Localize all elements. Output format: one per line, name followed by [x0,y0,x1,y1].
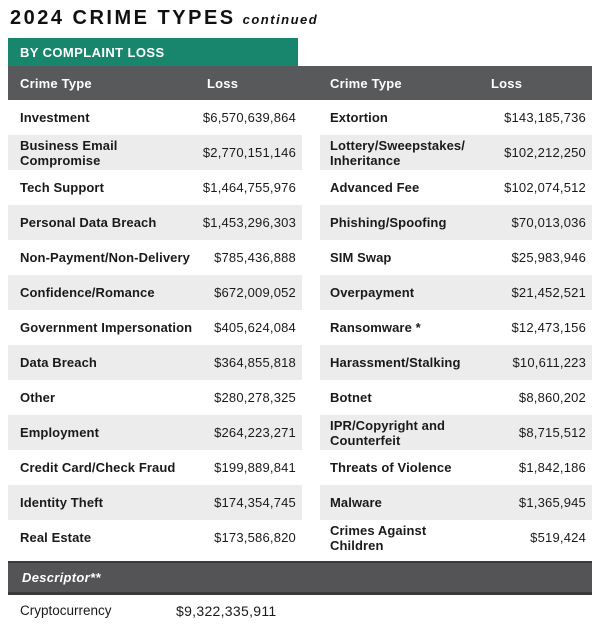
crime-type-cell: Ransomware * [330,320,421,335]
crime-type-cell: Botnet [330,390,372,405]
loss-cell: $1,464,755,976 [202,180,296,195]
loss-cell: $1,453,296,303 [202,215,296,230]
crime-type-cell: Confidence/Romance [20,285,155,300]
crime-type-cell: Cryptocurrency [20,603,112,618]
table-row: Harassment/Stalking $10,611,223 [320,345,592,380]
crime-type-cell: Identity Theft [20,495,104,510]
loss-cell: $21,452,521 [511,285,586,300]
crime-type-cell: Business Email Compromise [20,137,118,168]
table-row: Botnet $8,860,202 [320,380,592,415]
table-row: Identity Theft $174,354,745 [8,485,302,520]
page-title-main: 2024 CRIME TYPES [10,7,236,29]
crime-type-cell: IPR/Copyright and Counterfeit [330,417,446,448]
crime-type-cell: Phishing/Spoofing [330,215,447,230]
table-row: Tech Support $1,464,755,976 [8,170,302,205]
crime-type-cell: Data Breach [20,355,97,370]
page-title-continued: continued [242,12,319,27]
crime-type-cell: Non-Payment/Non-Delivery [20,250,190,265]
loss-cell: $2,770,151,146 [202,145,296,160]
crime-type-cell: Overpayment [330,285,415,300]
header-crime-type-right: Crime Type [330,75,402,91]
descriptor-label: Descriptor** [22,570,101,585]
loss-cell: $174,354,745 [214,495,296,510]
crime-type-cell: Credit Card/Check Fraud [20,460,176,475]
crime-type-cell: Lottery/Sweepstakes/ Inheritance [330,137,465,168]
loss-cell: $6,570,639,864 [202,110,296,125]
descriptor-row-cryptocurrency: Cryptocurrency $9,322,335,911 [8,595,592,626]
crime-type-cell: Other [20,390,56,405]
table-header-row: Crime Type Loss Crime Type Loss [8,66,592,100]
crime-type-cell: Employment [20,425,100,440]
table-row: Employment $264,223,271 [8,415,302,450]
table-row: Lottery/Sweepstakes/ Inheritance $102,212… [320,135,592,170]
crime-type-cell: Real Estate [20,530,92,545]
loss-cell: $364,855,818 [214,355,296,370]
table-row: Other $280,278,325 [8,380,302,415]
loss-cell: $70,013,036 [511,215,586,230]
page-title: 2024 CRIME TYPES continued [0,0,600,38]
crime-type-cell: Tech Support [20,180,105,195]
table-row: Non-Payment/Non-Delivery $785,436,888 [8,240,302,275]
crime-type-cell: Personal Data Breach [20,215,157,230]
crime-type-cell: Crimes Against Children [330,522,427,553]
loss-cell: $1,365,945 [518,495,586,510]
loss-cell: $8,715,512 [518,425,586,440]
right-table: Extortion $143,185,736 Lottery/Sweepstake… [320,100,592,555]
loss-cell: $8,860,202 [518,390,586,405]
left-table: Investment $6,570,639,864 Business Email … [8,100,302,555]
crime-type-cell: Extortion [330,110,388,125]
header-loss-left: Loss [207,75,239,91]
section-banner-label: BY COMPLAINT LOSS [20,44,165,60]
table-row: Threats of Violence $1,842,186 [320,450,592,485]
table-row: Crimes Against Children $519,424 [320,520,592,555]
table-row: Malware $1,365,945 [320,485,592,520]
table-row: Personal Data Breach $1,453,296,303 [8,205,302,240]
loss-cell: $264,223,271 [214,425,296,440]
table-row: Business Email Compromise $2,770,151,146 [8,135,302,170]
table-row: Real Estate $173,586,820 [8,520,302,555]
table-row: Confidence/Romance $672,009,052 [8,275,302,310]
table-row: Investment $6,570,639,864 [8,100,302,135]
descriptor-banner: Descriptor** [8,561,592,595]
loss-cell: $143,185,736 [504,110,586,125]
loss-cell: $280,278,325 [214,390,296,405]
crime-type-cell: Threats of Violence [330,460,452,475]
crime-type-cell: Investment [20,110,90,125]
table-row: IPR/Copyright and Counterfeit $8,715,512 [320,415,592,450]
loss-cell: $10,611,223 [512,355,586,370]
crime-type-cell: Malware [330,495,383,510]
header-loss-right: Loss [491,75,523,91]
loss-cell: $785,436,888 [214,250,296,265]
table-gutter [302,100,320,555]
loss-cell: $672,009,052 [214,285,296,300]
loss-cell: $1,842,186 [518,460,586,475]
loss-cell: $405,624,084 [214,320,296,335]
loss-cell: $199,889,841 [214,460,296,475]
crime-type-cell: Advanced Fee [330,180,420,195]
crime-type-cell: SIM Swap [330,250,392,265]
crime-type-cell: Harassment/Stalking [330,355,461,370]
table-row: SIM Swap $25,983,946 [320,240,592,275]
header-crime-type-left: Crime Type [20,75,92,91]
loss-cell: $12,473,156 [511,320,586,335]
loss-cell: $25,983,946 [511,250,586,265]
loss-cell: $173,586,820 [214,530,296,545]
table-row: Data Breach $364,855,818 [8,345,302,380]
table-row: Extortion $143,185,736 [320,100,592,135]
loss-cell: $102,212,250 [504,145,586,160]
loss-cell: $9,322,335,911 [176,602,277,619]
loss-cell: $102,074,512 [504,180,586,195]
table-row: Ransomware * $12,473,156 [320,310,592,345]
loss-cell: $519,424 [530,530,586,545]
table-row: Government Impersonation $405,624,084 [8,310,302,345]
tables-container: Investment $6,570,639,864 Business Email … [8,100,592,555]
table-row: Overpayment $21,452,521 [320,275,592,310]
table-row: Phishing/Spoofing $70,013,036 [320,205,592,240]
section-banner: BY COMPLAINT LOSS [8,38,298,66]
table-row: Advanced Fee $102,074,512 [320,170,592,205]
table-row: Credit Card/Check Fraud $199,889,841 [8,450,302,485]
crime-type-cell: Government Impersonation [20,320,193,335]
